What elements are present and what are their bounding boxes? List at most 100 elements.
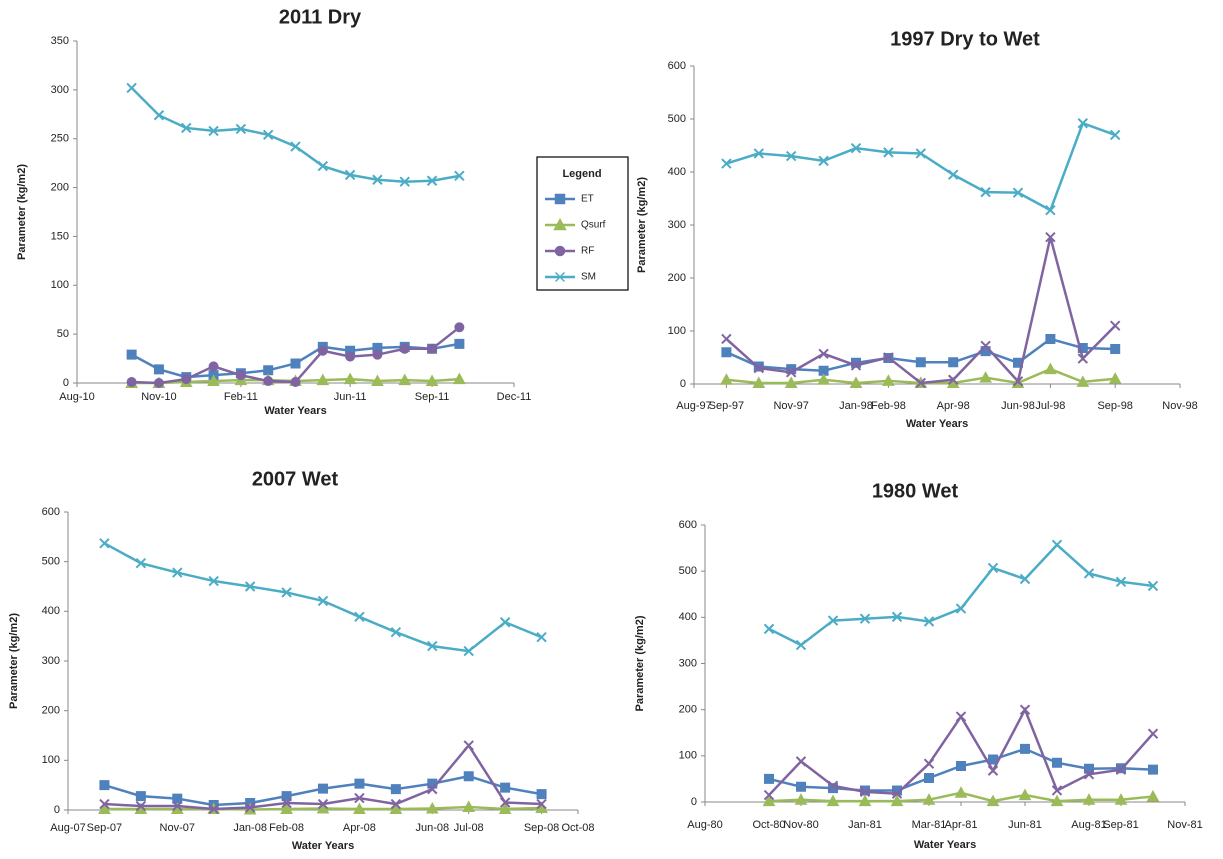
- y-tick-label: 350: [51, 35, 69, 47]
- data-point: [343, 372, 357, 385]
- data-point: [372, 342, 383, 353]
- data-point: [948, 357, 959, 368]
- data-point: [753, 362, 765, 374]
- data-point: [923, 758, 935, 769]
- data-point: [922, 793, 936, 805]
- data-point: [235, 370, 246, 381]
- data-point: [1052, 757, 1062, 768]
- x-tick-label: Dec-11: [497, 391, 532, 403]
- x-tick-label: Jan-08: [233, 822, 267, 834]
- data-point: [280, 802, 293, 815]
- data-point: [956, 760, 966, 771]
- y-tick-label: 250: [51, 133, 69, 145]
- data-point: [954, 786, 968, 798]
- legend-marker: [553, 217, 567, 231]
- y-tick-label: 100: [679, 750, 697, 762]
- series-line: [130, 87, 460, 183]
- data-point: [955, 711, 967, 722]
- data-point: [135, 800, 147, 812]
- chart: 2007 Wet Parameter (kg/m2) Water Years 0 100…: [8, 468, 595, 852]
- y-tick-label: 200: [668, 272, 686, 284]
- x-tick-label: Feb-08: [269, 822, 304, 834]
- legend-title: Legend: [562, 168, 601, 180]
- data-point: [354, 778, 365, 789]
- data-point: [915, 357, 926, 368]
- data-point: [818, 348, 829, 359]
- chart: 2011 Dry Parameter (kg/m2) Water Years 0 50 1…: [16, 6, 629, 417]
- data-point: [947, 169, 959, 180]
- x-tick-label: Jul-08: [454, 822, 484, 834]
- data-point: [536, 789, 547, 800]
- x-tick-label: Nov-81: [1167, 819, 1202, 831]
- data-point: [883, 352, 894, 363]
- data-point: [126, 377, 137, 388]
- data-point: [924, 772, 934, 783]
- data-point: [454, 322, 465, 333]
- data-point: [281, 587, 292, 598]
- y-tick-label: 600: [42, 506, 60, 518]
- data-point: [498, 802, 512, 815]
- data-point: [850, 360, 862, 371]
- data-point: [1147, 728, 1159, 739]
- series-line: [726, 121, 1116, 212]
- data-point: [500, 782, 511, 793]
- data-point: [858, 794, 872, 807]
- data-point: [763, 623, 775, 635]
- data-point: [1083, 568, 1095, 579]
- data-point: [1109, 129, 1121, 141]
- data-point: [1045, 333, 1056, 344]
- data-point: [463, 771, 474, 782]
- legend-label: SM: [581, 272, 596, 283]
- data-point: [1044, 362, 1057, 375]
- x-tick-label: Oct-80: [752, 819, 785, 831]
- data-point: [172, 800, 183, 812]
- x-tick-label: Nov-98: [1162, 400, 1197, 412]
- x-axis-title: Water Years: [292, 840, 354, 852]
- x-tick-label: Sep-81: [1103, 819, 1138, 831]
- data-point: [399, 343, 410, 354]
- y-tick-label: 100: [51, 279, 69, 291]
- x-tick-label: Feb-98: [871, 400, 906, 412]
- data-point: [463, 645, 474, 657]
- data-point: [153, 378, 164, 388]
- x-tick-label: Aug-10: [59, 391, 94, 403]
- y-tick-label: 50: [57, 328, 69, 340]
- y-axis-title: Parameter (kg/m2): [16, 164, 28, 260]
- data-point: [399, 176, 410, 187]
- x-axis-title: Water Years: [914, 839, 976, 851]
- x-tick-label: Jun-98: [1001, 400, 1035, 412]
- data-point: [262, 129, 274, 141]
- data-point: [390, 798, 402, 810]
- data-point: [817, 373, 830, 385]
- data-point: [426, 175, 438, 186]
- data-point: [372, 174, 383, 185]
- y-tick-label: 500: [679, 565, 697, 577]
- y-tick-label: 0: [63, 377, 69, 389]
- data-point: [1109, 320, 1121, 331]
- data-point: [1147, 580, 1159, 592]
- chart-title: 1980 Wet: [872, 480, 959, 502]
- chart: 1997 Dry to Wet Parameter (kg/m2) Water Ye…: [636, 28, 1198, 430]
- data-point: [463, 740, 474, 751]
- data-point: [1076, 375, 1090, 387]
- data-point: [454, 338, 465, 349]
- data-point: [427, 783, 438, 795]
- data-point: [353, 802, 366, 815]
- x-tick-label: Jan-98: [839, 400, 873, 412]
- data-point: [891, 611, 903, 623]
- y-tick-label: 150: [51, 230, 69, 242]
- data-point: [208, 803, 219, 815]
- data-point: [986, 794, 1000, 807]
- data-point: [1051, 539, 1063, 551]
- y-tick-label: 600: [668, 60, 686, 72]
- chart: 1980 Wet Parameter (kg/m2) Water Years 0 100…: [634, 480, 1203, 851]
- data-point: [99, 780, 110, 791]
- data-point: [826, 794, 840, 807]
- data-point: [785, 150, 797, 162]
- data-point: [827, 780, 839, 792]
- data-point: [244, 581, 256, 592]
- data-point: [126, 82, 137, 94]
- data-point: [536, 798, 547, 810]
- data-point: [99, 538, 110, 549]
- data-point: [979, 371, 992, 383]
